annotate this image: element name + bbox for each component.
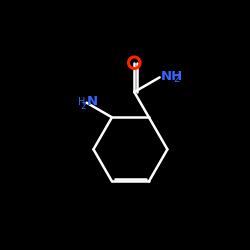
Text: NH: NH bbox=[161, 70, 184, 83]
Text: 2: 2 bbox=[80, 102, 86, 111]
Text: N: N bbox=[86, 96, 98, 108]
Text: H: H bbox=[78, 97, 85, 107]
Text: 2: 2 bbox=[174, 74, 180, 84]
